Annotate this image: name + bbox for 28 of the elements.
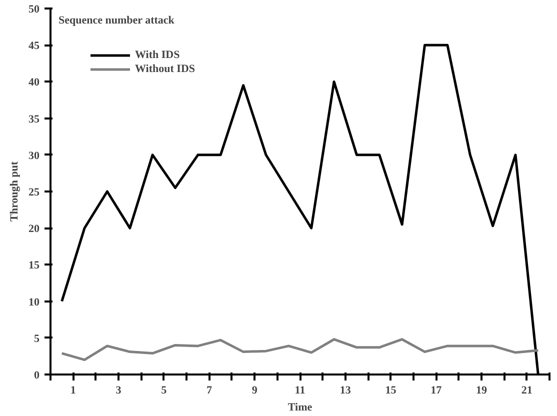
y-tick-label: 25 <box>28 186 40 198</box>
y-tick-label: 45 <box>28 40 40 52</box>
x-tick-label: 1 <box>70 384 76 396</box>
legend-label: With IDS <box>135 48 180 62</box>
x-tick-label: 5 <box>161 384 168 396</box>
x-tick-label: 9 <box>252 384 258 396</box>
y-tick-label: 15 <box>28 260 40 272</box>
line-series <box>60 338 540 362</box>
y-tick-label: 35 <box>28 113 40 126</box>
x-tick-label: 17 <box>430 384 442 396</box>
x-tick-label: 19 <box>476 384 488 396</box>
y-tick-label: 20 <box>28 223 40 236</box>
y-tick-label: 10 <box>28 296 40 308</box>
x-tick-label: 15 <box>385 384 397 396</box>
y-axis-title: Through put <box>8 161 20 222</box>
text: Sequence number attack <box>58 14 176 26</box>
y-tick-label: 30 <box>28 150 40 162</box>
x-tick-label: 11 <box>294 384 306 396</box>
y-tick-label: 5 <box>34 332 40 345</box>
y-tick-label: 0 <box>34 370 40 382</box>
x-tick-label: 3 <box>116 384 122 396</box>
legend-label: Without IDS <box>135 62 196 76</box>
x-axis-title: Time <box>288 402 312 414</box>
x-tick-label: 7 <box>206 384 213 396</box>
x-tick-label: 13 <box>340 384 352 396</box>
y-tick-label: 50 <box>28 4 40 16</box>
y-tick-label: 40 <box>28 76 40 89</box>
x-tick-label: 21 <box>521 384 532 396</box>
